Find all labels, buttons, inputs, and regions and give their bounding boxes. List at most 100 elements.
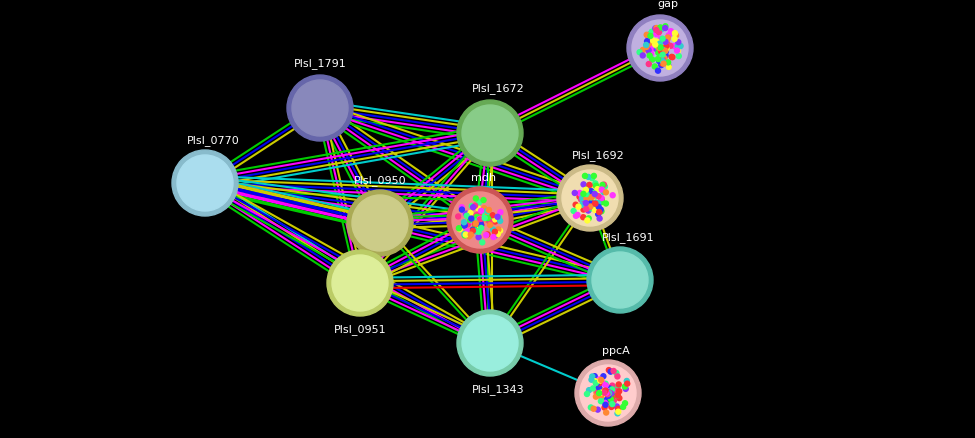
Circle shape	[597, 216, 603, 222]
Text: gap: gap	[657, 0, 679, 9]
Circle shape	[605, 392, 610, 396]
Circle shape	[594, 184, 599, 189]
Circle shape	[477, 212, 482, 216]
Text: PlsI_1343: PlsI_1343	[472, 383, 525, 394]
Circle shape	[496, 215, 501, 220]
Circle shape	[600, 197, 604, 202]
Circle shape	[603, 400, 607, 406]
Circle shape	[592, 374, 598, 379]
Circle shape	[582, 192, 587, 197]
Circle shape	[588, 405, 594, 410]
Circle shape	[473, 229, 479, 234]
Circle shape	[581, 208, 586, 212]
Circle shape	[600, 187, 604, 193]
Circle shape	[672, 37, 677, 42]
Circle shape	[676, 45, 681, 49]
Circle shape	[665, 46, 670, 52]
Circle shape	[601, 395, 605, 399]
Circle shape	[592, 252, 648, 308]
Circle shape	[608, 397, 613, 402]
Circle shape	[585, 219, 590, 223]
Circle shape	[594, 381, 599, 386]
Circle shape	[464, 214, 469, 219]
Circle shape	[646, 37, 651, 42]
Circle shape	[589, 206, 594, 211]
Circle shape	[584, 392, 590, 396]
Circle shape	[492, 230, 497, 235]
Circle shape	[590, 201, 595, 205]
Circle shape	[648, 52, 653, 57]
Circle shape	[497, 219, 503, 224]
Circle shape	[641, 54, 645, 59]
Circle shape	[483, 215, 488, 220]
Circle shape	[478, 217, 483, 222]
Circle shape	[666, 61, 671, 66]
Circle shape	[578, 198, 584, 203]
Circle shape	[661, 62, 666, 67]
Circle shape	[606, 391, 611, 396]
Circle shape	[615, 406, 621, 411]
Circle shape	[672, 45, 677, 49]
Circle shape	[662, 57, 667, 61]
Circle shape	[656, 46, 661, 51]
Circle shape	[660, 53, 665, 58]
Circle shape	[661, 41, 666, 46]
Circle shape	[674, 34, 679, 39]
Circle shape	[606, 390, 611, 396]
Circle shape	[614, 404, 619, 409]
Circle shape	[587, 205, 592, 210]
Circle shape	[670, 56, 675, 60]
Circle shape	[492, 233, 498, 238]
Circle shape	[663, 54, 668, 59]
Circle shape	[482, 206, 487, 211]
Circle shape	[584, 192, 589, 197]
Circle shape	[616, 409, 621, 414]
Circle shape	[459, 205, 464, 210]
Circle shape	[479, 223, 484, 228]
Circle shape	[486, 233, 490, 237]
Circle shape	[584, 193, 589, 198]
Circle shape	[614, 389, 619, 395]
Circle shape	[589, 199, 594, 205]
Circle shape	[588, 196, 593, 201]
Circle shape	[647, 54, 652, 59]
Circle shape	[573, 214, 578, 219]
Circle shape	[477, 219, 482, 224]
Circle shape	[478, 218, 483, 223]
Circle shape	[668, 44, 673, 49]
Circle shape	[581, 183, 586, 187]
Circle shape	[608, 369, 613, 374]
Circle shape	[582, 201, 587, 206]
Circle shape	[660, 37, 665, 42]
Circle shape	[596, 205, 602, 210]
Circle shape	[598, 378, 603, 383]
Circle shape	[597, 389, 602, 393]
Circle shape	[479, 213, 484, 219]
Circle shape	[580, 203, 585, 208]
Circle shape	[478, 218, 483, 223]
Circle shape	[586, 208, 591, 214]
Circle shape	[624, 378, 629, 384]
Circle shape	[604, 391, 609, 396]
Circle shape	[657, 42, 662, 47]
Circle shape	[492, 217, 497, 223]
Circle shape	[591, 193, 596, 198]
Circle shape	[610, 193, 615, 198]
Circle shape	[459, 208, 464, 212]
Circle shape	[625, 381, 630, 386]
Circle shape	[476, 219, 481, 224]
Circle shape	[604, 410, 608, 415]
Circle shape	[622, 384, 627, 389]
Text: PlsI_0950: PlsI_0950	[354, 175, 407, 186]
Circle shape	[597, 377, 602, 382]
Circle shape	[597, 390, 602, 395]
Circle shape	[655, 69, 660, 74]
Circle shape	[609, 387, 614, 392]
Circle shape	[584, 206, 589, 211]
Circle shape	[462, 223, 467, 228]
Circle shape	[666, 65, 671, 70]
Circle shape	[588, 190, 593, 195]
Circle shape	[666, 64, 671, 69]
Circle shape	[591, 406, 596, 411]
Circle shape	[665, 38, 670, 43]
